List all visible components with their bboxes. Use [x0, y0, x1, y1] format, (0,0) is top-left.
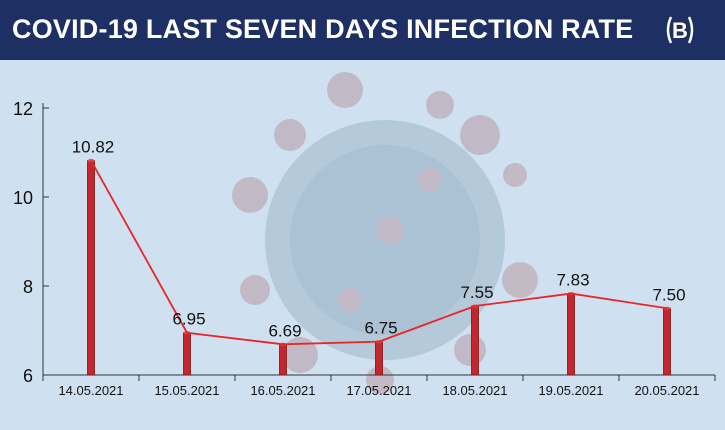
bar: [375, 341, 383, 376]
chart-area: 6 8 10 12 14.05.2021 15.05.2021 16.05.2021 17.0…: [0, 60, 725, 425]
publisher-logo-icon: B: [666, 16, 694, 44]
chart-title: COVID-19 LAST SEVEN DAYS INFECTION RATE: [12, 14, 634, 44]
x-tick-label: 18.05.2021: [442, 383, 507, 398]
series-polyline: [90, 160, 668, 346]
bar: [279, 343, 287, 376]
data-labels: 10.82 6.95 6.69 6.75 7.55 7.83 7.50: [72, 138, 686, 341]
bar: [87, 160, 95, 376]
bar: [567, 293, 575, 376]
x-tick-label: 16.05.2021: [250, 383, 315, 398]
data-label: 7.83: [556, 271, 589, 290]
infection-rate-chart: 6 8 10 12 14.05.2021 15.05.2021 16.05.2021 17.0…: [13, 72, 716, 398]
data-label: 7.50: [652, 285, 685, 304]
axes: 6 8 10 12 14.05.2021 15.05.2021 16.05.2021 17.0…: [13, 99, 716, 398]
data-label: 6.69: [268, 321, 301, 340]
y-tick-label: 6: [23, 366, 33, 386]
data-label: 6.95: [172, 310, 205, 329]
bar: [663, 307, 671, 376]
x-tick-label: 15.05.2021: [154, 383, 219, 398]
bar: [471, 305, 479, 376]
bar: [183, 332, 191, 376]
data-label: 10.82: [72, 138, 115, 157]
y-tick-label: 8: [23, 277, 33, 297]
x-tick-label: 19.05.2021: [538, 383, 603, 398]
virus-illustration: [232, 72, 538, 394]
x-tick-label: 14.05.2021: [58, 383, 123, 398]
data-label: 6.75: [364, 319, 397, 338]
x-tick-label: 17.05.2021: [346, 383, 411, 398]
x-tick-label: 20.05.2021: [634, 383, 699, 398]
header-banner: COVID-19 LAST SEVEN DAYS INFECTION RATE …: [0, 0, 725, 60]
series-line: [90, 160, 668, 346]
svg-text:B: B: [672, 18, 688, 43]
data-label: 7.55: [460, 283, 493, 302]
y-tick-label: 10: [13, 188, 33, 208]
y-tick-label: 12: [13, 99, 33, 119]
